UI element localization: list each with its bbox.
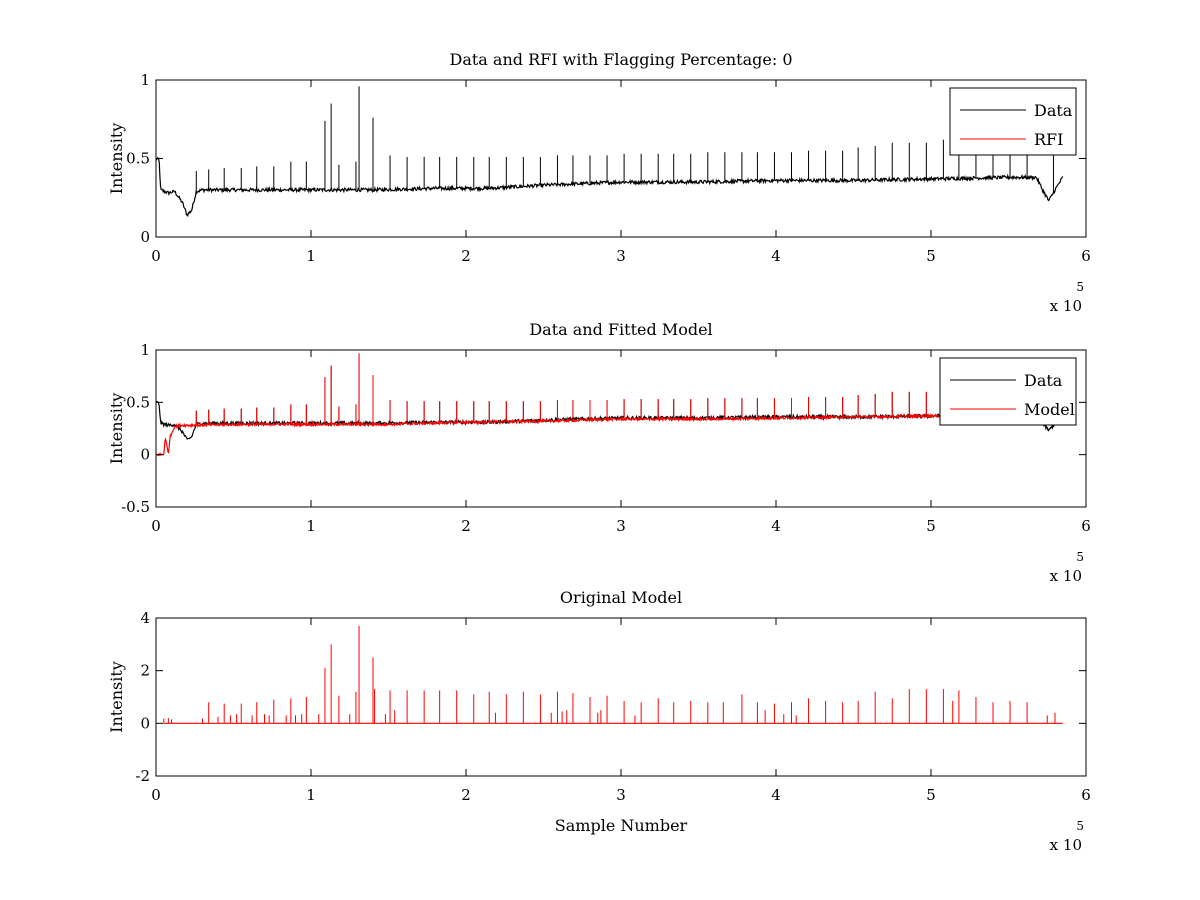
series-line: [156, 156, 1064, 218]
chart-title: Original Model: [560, 588, 682, 607]
y-tick-label: 0.5: [126, 393, 150, 411]
x-tick-label: 3: [616, 517, 626, 535]
legend-label-model: Model: [1024, 400, 1075, 419]
y-tick-label: 1: [140, 71, 150, 89]
axes-box: [155, 79, 1087, 238]
y-axis-label: Intensity: [107, 393, 126, 465]
x-tick-label: 4: [771, 517, 781, 535]
panel-1: 0 1 2 3 4 5 6 0 0.5 1 x 10 5 Data and RFI with Flagg…: [107, 50, 1091, 315]
x-tick-label: 2: [461, 786, 471, 804]
legend-box: [949, 87, 1077, 156]
series-group: [156, 353, 1064, 457]
y-tick-label: 0: [140, 228, 150, 246]
x-tick-label: 5: [926, 247, 936, 265]
x-multiplier: x 10: [1050, 567, 1082, 585]
series-model: [156, 353, 994, 457]
y-axis-label: Intensity: [107, 123, 126, 195]
axes-box: [155, 617, 1087, 777]
x-tick-label: 2: [461, 247, 471, 265]
legend-label-data: Data: [1024, 371, 1063, 390]
legend-label-rfi: RFI: [1034, 130, 1063, 149]
panels: 0 1 2 3 4 5 6 0 0.5 1 x 10 5 Data and RFI with Flagg…: [107, 50, 1091, 854]
y-tick-label: 0.5: [126, 150, 150, 168]
y-tick-label: 2: [140, 662, 150, 680]
x-tick-label: 4: [771, 247, 781, 265]
legend-label-data: Data: [1034, 101, 1073, 120]
y-tick-label: -0.5: [121, 498, 150, 516]
series-model: [163, 625, 1063, 724]
legend: Data RFI: [949, 87, 1077, 156]
x-tick-label: 0: [151, 247, 161, 265]
x-tick-label: 1: [306, 517, 316, 535]
x-tick-label: 6: [1081, 786, 1091, 804]
y-tick-label: 0: [140, 446, 150, 464]
x-tick-label: 2: [461, 517, 471, 535]
x-tick-label: 0: [151, 786, 161, 804]
x-tick-label: 4: [771, 786, 781, 804]
y-tick-label: 4: [140, 609, 150, 627]
y-tick-label: 1: [140, 341, 150, 359]
x-multiplier: x 10: [1050, 836, 1082, 854]
x-multiplier-exponent: 5: [1076, 819, 1084, 833]
x-tick-label: 1: [306, 247, 316, 265]
x-tick-label: 1: [306, 786, 316, 804]
x-tick-label: 5: [926, 786, 936, 804]
y-tick-label: 0: [140, 714, 150, 732]
axes-box: [155, 349, 1087, 508]
x-tick-label: 5: [926, 517, 936, 535]
x-tick-label: 0: [151, 517, 161, 535]
x-tick-label: 3: [616, 786, 626, 804]
legend-box: [939, 357, 1077, 426]
chart-title: Data and RFI with Flagging Percentage: 0: [449, 50, 792, 69]
x-multiplier: x 10: [1050, 297, 1082, 315]
series-line: [156, 412, 994, 457]
y-tick-label: -2: [135, 767, 150, 785]
series-group: [163, 625, 1063, 724]
x-axis-label: Sample Number: [555, 816, 688, 835]
x-multiplier-exponent: 5: [1076, 280, 1084, 294]
x-tick-label: 6: [1081, 517, 1091, 535]
x-tick-label: 3: [616, 247, 626, 265]
chart-title: Data and Fitted Model: [529, 320, 712, 339]
x-tick-label: 6: [1081, 247, 1091, 265]
x-multiplier-exponent: 5: [1076, 550, 1084, 564]
y-axis-label: Intensity: [107, 661, 126, 733]
legend: Data Model: [939, 357, 1077, 426]
